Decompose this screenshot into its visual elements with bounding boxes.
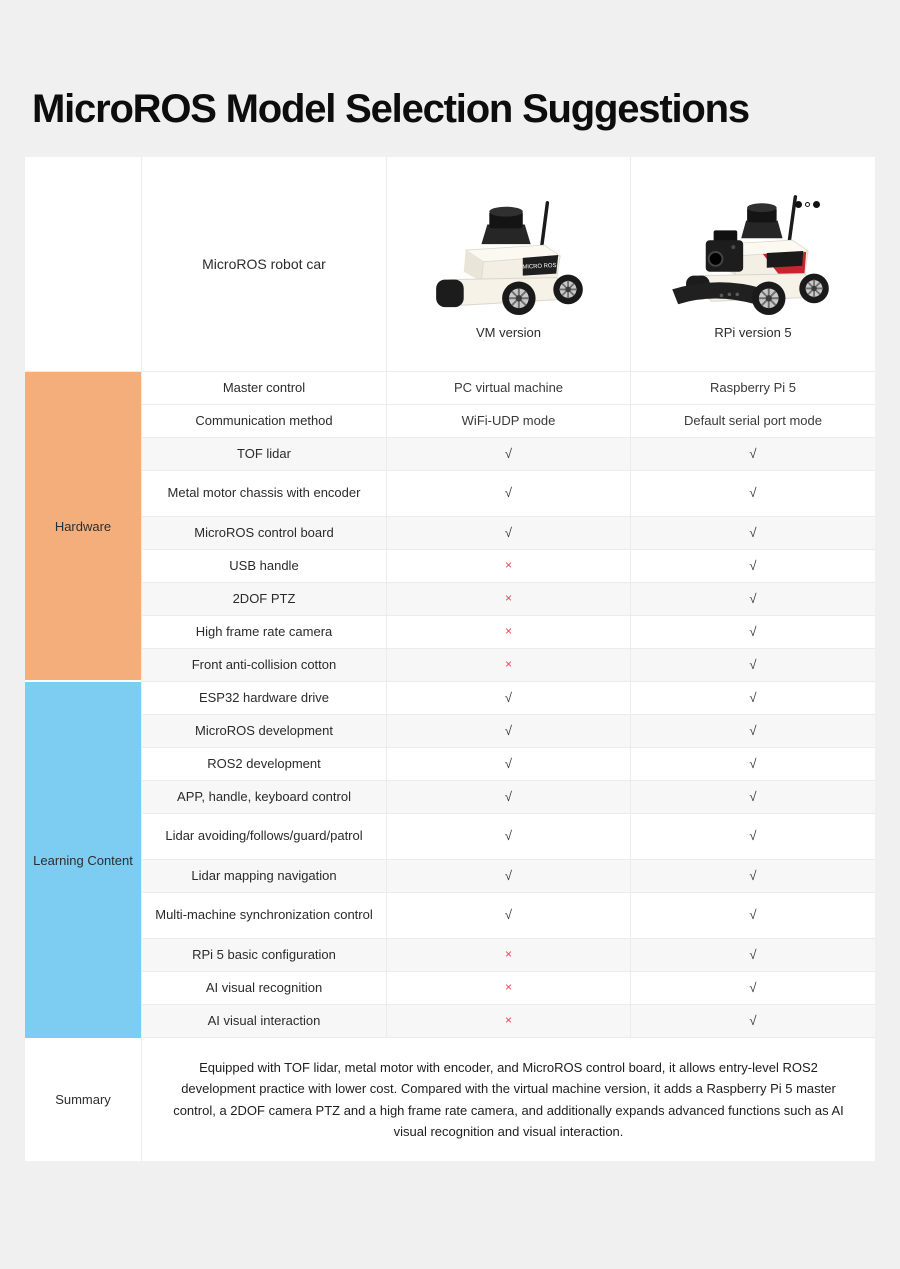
product-row-label: MicroROS robot car xyxy=(202,256,326,272)
value-cell: √ xyxy=(386,438,630,470)
row-label-cell: Lidar avoiding/follows/guard/patrol xyxy=(165,828,363,844)
value-cell: × xyxy=(386,550,630,582)
table-row: RPi 5 basic configuration × √ xyxy=(142,939,875,972)
group-label-learning-content: Learning Content xyxy=(25,682,141,1038)
table-row: MicroROS control board √ √ xyxy=(142,517,875,550)
row-label-cell: Front anti-collision cotton xyxy=(191,656,337,672)
vm-robot-car-image: MICRO ROS xyxy=(435,201,583,316)
product-label: RPi version 5 xyxy=(714,325,792,340)
table-row: ROS2 development √ √ xyxy=(142,748,875,781)
page-title: MicroROS Model Selection Suggestions xyxy=(32,87,750,131)
value-cell: √ xyxy=(630,649,875,681)
value-cell: √ xyxy=(630,748,875,780)
category-rail: Hardware Learning Content Summary xyxy=(25,157,142,1161)
value-cell: √ xyxy=(386,682,630,714)
row-label-cell: USB handle xyxy=(229,557,299,573)
value-cell: √ xyxy=(630,682,875,714)
value-cell: √ xyxy=(630,616,875,648)
row-label-cell: TOF lidar xyxy=(237,445,291,461)
value-cell: Default serial port mode xyxy=(630,405,875,437)
table-row: USB handle × √ xyxy=(142,550,875,583)
table-row: Lidar avoiding/follows/guard/patrol √ √ xyxy=(142,814,875,860)
row-label-cell: RPi 5 basic configuration xyxy=(192,946,336,962)
row-label-cell: High frame rate camera xyxy=(195,623,333,639)
value-cell: √ xyxy=(630,781,875,813)
carousel-dots[interactable] xyxy=(795,201,820,208)
value-cell: √ xyxy=(386,814,630,859)
rail-spacer xyxy=(25,157,141,372)
product-header-row: MicroROS robot car MICRO ROS xyxy=(142,157,875,372)
table-row: 2DOF PTZ × √ xyxy=(142,583,875,616)
comparison-table: Hardware Learning Content Summary MicroR… xyxy=(25,157,875,1161)
value-cell: × xyxy=(386,583,630,615)
row-label-cell: ESP32 hardware drive xyxy=(198,689,330,705)
product-column-vm: MICRO ROS VM version xyxy=(386,157,630,371)
table-row: TOF lidar √ √ xyxy=(142,438,875,471)
dot-hollow-icon xyxy=(805,202,810,207)
table-row: AI visual interaction × √ xyxy=(142,1005,875,1038)
product-column-rpi: RPi version 5 xyxy=(630,157,875,371)
table-row: High frame rate camera × √ xyxy=(142,616,875,649)
value-cell: √ xyxy=(630,517,875,549)
value-cell: √ xyxy=(386,748,630,780)
value-cell: × xyxy=(386,649,630,681)
value-cell: √ xyxy=(630,860,875,892)
table-main: MicroROS robot car MICRO ROS xyxy=(142,157,875,1161)
row-label-cell: APP, handle, keyboard control xyxy=(177,788,351,804)
value-cell: √ xyxy=(630,438,875,470)
table-row: Multi-machine synchronization control √ … xyxy=(142,893,875,939)
table-row: ESP32 hardware drive √ √ xyxy=(142,682,875,715)
dot-filled-icon xyxy=(795,201,802,208)
value-cell: √ xyxy=(630,814,875,859)
value-cell: × xyxy=(386,1005,630,1037)
row-label-cell: Communication method xyxy=(195,412,333,428)
dot-filled-icon xyxy=(813,201,820,208)
value-cell: √ xyxy=(386,517,630,549)
group-label-hardware: Hardware xyxy=(25,372,141,682)
value-cell: √ xyxy=(630,939,875,971)
value-cell: √ xyxy=(630,893,875,938)
table-row: Master control PC virtual machine Raspbe… xyxy=(142,372,875,405)
row-label-cell: Metal motor chassis with encoder xyxy=(167,485,361,501)
table-row: APP, handle, keyboard control √ √ xyxy=(142,781,875,814)
summary-label-cell: Summary xyxy=(25,1038,141,1161)
table-row: Communication method WiFi-UDP mode Defau… xyxy=(142,405,875,438)
table-row: MicroROS development √ √ xyxy=(142,715,875,748)
value-cell: √ xyxy=(386,471,630,516)
value-cell: √ xyxy=(386,781,630,813)
value-cell: × xyxy=(386,972,630,1004)
value-cell: √ xyxy=(386,715,630,747)
summary-row: Equipped with TOF lidar, metal motor wit… xyxy=(142,1038,875,1161)
table-row: Metal motor chassis with encoder √ √ xyxy=(142,471,875,517)
value-cell: √ xyxy=(630,583,875,615)
row-label-cell: MicroROS control board xyxy=(194,524,334,540)
value-cell: × xyxy=(386,616,630,648)
value-cell: WiFi-UDP mode xyxy=(386,405,630,437)
row-label-cell: MicroROS development xyxy=(195,722,333,738)
value-cell: × xyxy=(386,939,630,971)
summary-text: Equipped with TOF lidar, metal motor wit… xyxy=(173,1059,844,1140)
value-cell: √ xyxy=(630,715,875,747)
product-label: VM version xyxy=(475,325,542,340)
row-label-cell: AI visual recognition xyxy=(205,979,323,995)
value-cell: √ xyxy=(386,860,630,892)
table-row: AI visual recognition × √ xyxy=(142,972,875,1005)
value-cell: PC virtual machine xyxy=(386,372,630,404)
row-label-cell: 2DOF PTZ xyxy=(232,590,296,606)
value-cell: √ xyxy=(630,550,875,582)
row-label-cell: Master control xyxy=(222,379,306,395)
table-row: Lidar mapping navigation √ √ xyxy=(142,860,875,893)
table-row: Front anti-collision cotton × √ xyxy=(142,649,875,682)
rpi-robot-car-image xyxy=(672,195,829,316)
row-label-cell: Multi-machine synchronization control xyxy=(155,907,373,923)
value-cell: √ xyxy=(386,893,630,938)
value-cell: √ xyxy=(630,1005,875,1037)
value-cell: √ xyxy=(630,972,875,1004)
svg-text:MICRO ROS: MICRO ROS xyxy=(522,263,556,271)
row-label-cell: AI visual interaction xyxy=(207,1012,321,1028)
value-cell: √ xyxy=(630,471,875,516)
value-cell: Raspberry Pi 5 xyxy=(630,372,875,404)
row-label-cell: ROS2 development xyxy=(207,755,321,771)
row-label-cell: Lidar mapping navigation xyxy=(191,867,337,883)
